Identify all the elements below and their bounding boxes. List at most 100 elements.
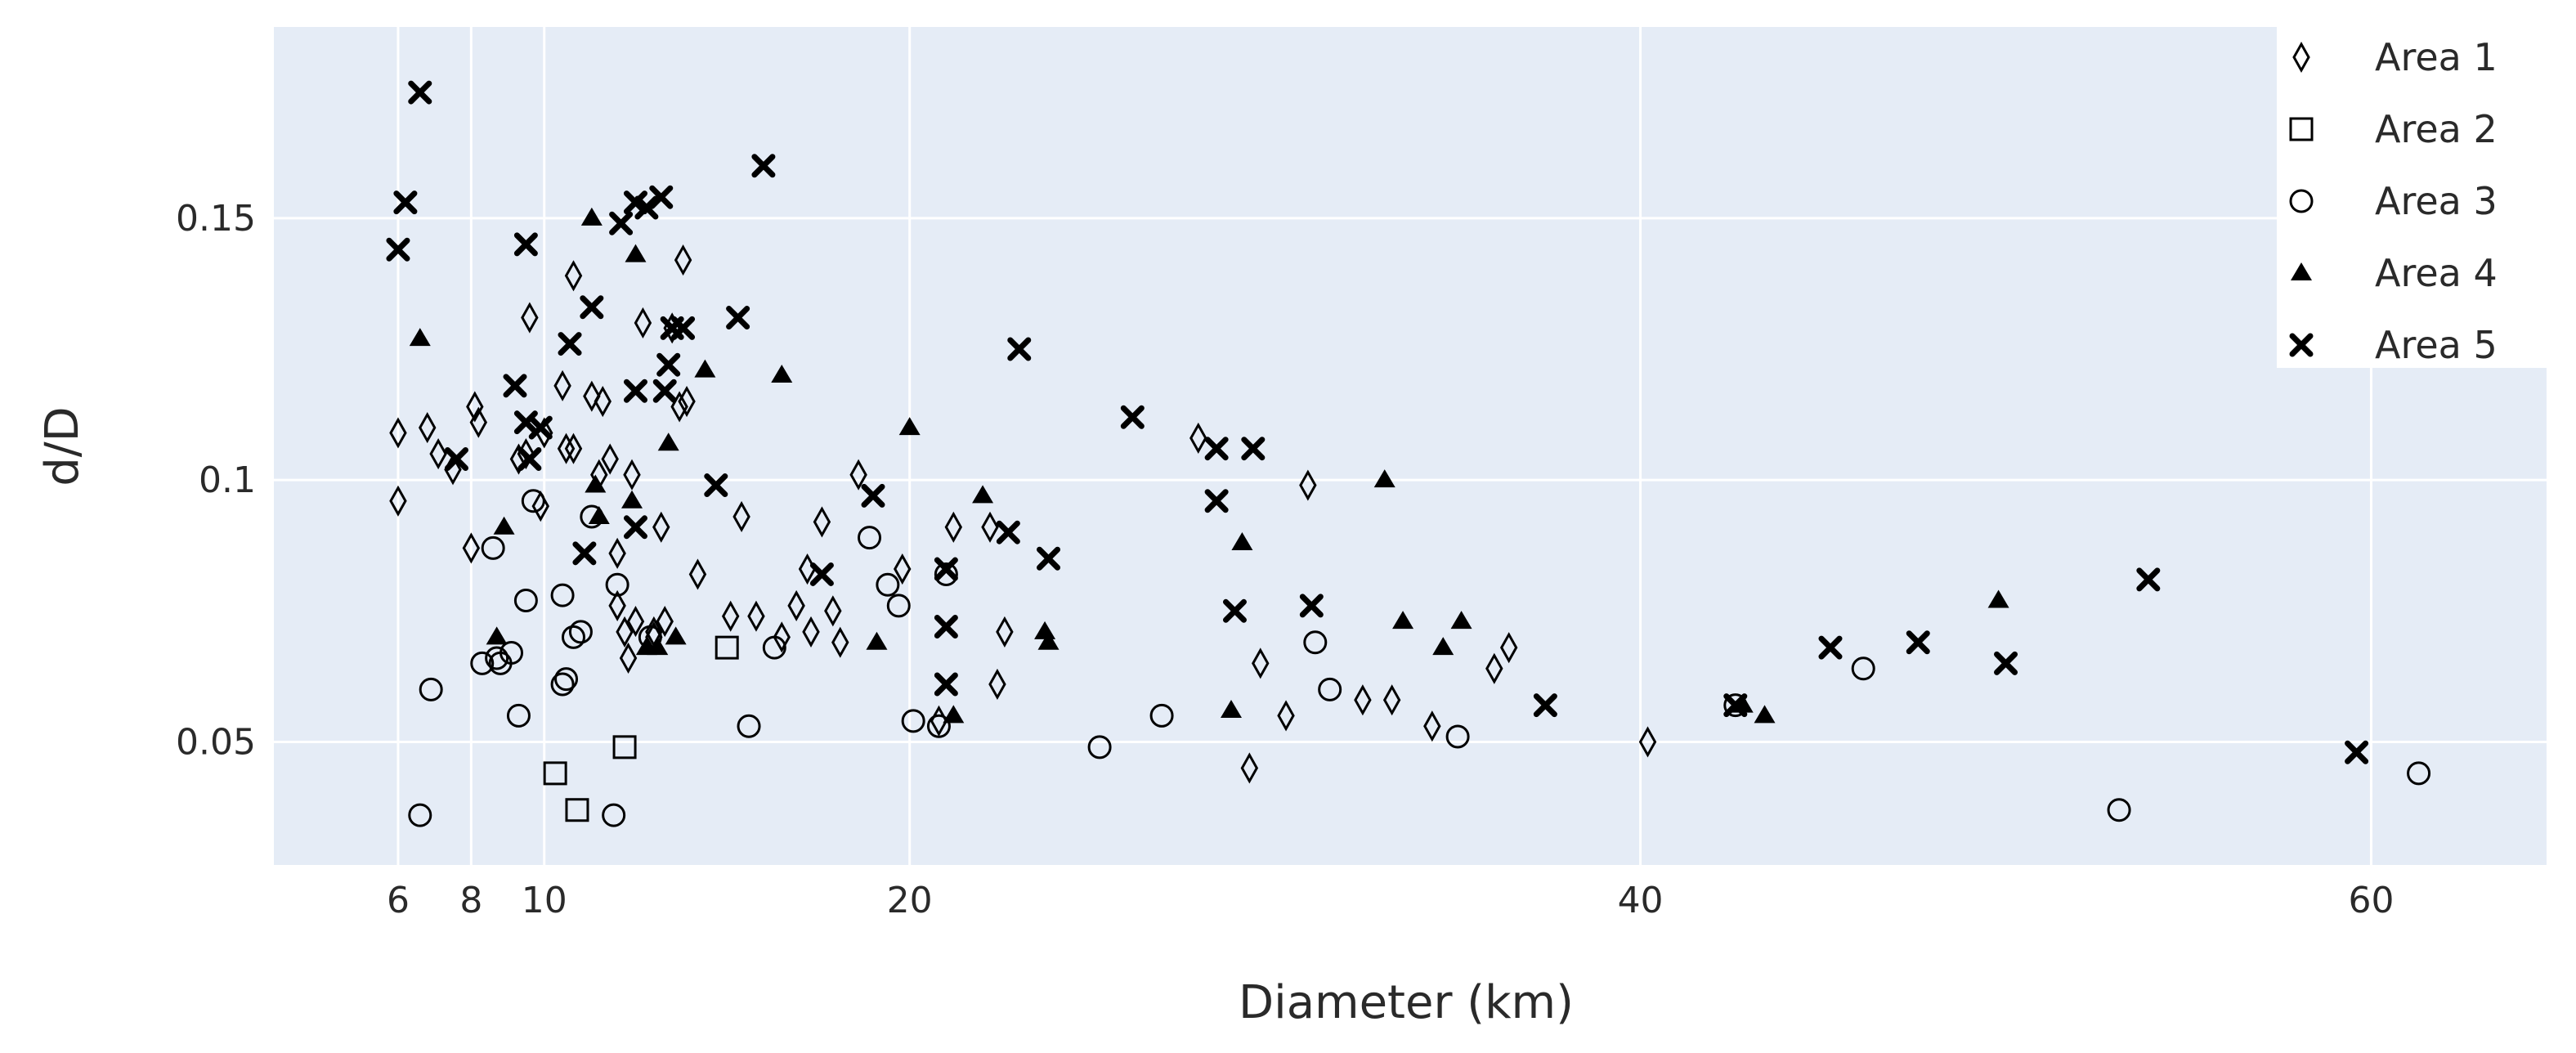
data-point xyxy=(732,500,750,533)
data-point xyxy=(737,714,761,738)
data-point xyxy=(1241,437,1266,461)
data-point xyxy=(608,537,626,569)
data-point xyxy=(580,207,603,226)
data-point xyxy=(528,415,553,440)
data-point xyxy=(2136,567,2161,592)
data-point xyxy=(1204,437,1229,461)
x-axis-ticks: 6 8 10 20 40 60 xyxy=(387,880,2395,921)
data-point xyxy=(517,447,542,472)
y-axis-title: d/D xyxy=(36,406,89,486)
data-point xyxy=(771,365,793,383)
data-point xyxy=(943,705,965,724)
y-tick-label: 0.05 xyxy=(176,721,256,763)
data-point xyxy=(393,190,418,215)
data-point xyxy=(634,195,659,220)
data-point xyxy=(1450,611,1472,630)
data-point xyxy=(608,589,626,621)
series-5 xyxy=(386,80,2369,764)
data-point xyxy=(623,459,641,491)
data-point xyxy=(809,562,834,586)
data-point xyxy=(550,583,575,607)
data-point xyxy=(503,374,527,398)
data-point xyxy=(469,406,488,438)
data-point xyxy=(1392,611,1414,630)
y-gridlines xyxy=(274,217,2547,743)
legend-item: Area 4 xyxy=(2291,251,2498,295)
plot-area xyxy=(274,27,2547,865)
data-point xyxy=(824,595,842,627)
data-point xyxy=(876,572,900,597)
data-point xyxy=(649,185,674,209)
data-point xyxy=(787,589,805,621)
x-axis-title: Diameter (km) xyxy=(1239,976,1574,1029)
data-point xyxy=(1120,405,1145,429)
data-point xyxy=(656,606,674,638)
data-point xyxy=(944,511,963,543)
data-point xyxy=(665,626,687,645)
data-point xyxy=(493,516,515,535)
data-point xyxy=(565,798,589,822)
data-point xyxy=(704,473,728,498)
data-point xyxy=(1007,337,1032,361)
data-point xyxy=(612,735,637,760)
data-point xyxy=(626,606,645,638)
data-point xyxy=(602,803,626,827)
data-point xyxy=(521,489,545,513)
data-point xyxy=(1222,598,1247,623)
legend-label: Area 2 xyxy=(2375,107,2498,151)
series-3 xyxy=(408,489,2431,827)
data-point xyxy=(1252,647,1270,679)
data-point xyxy=(1189,422,1207,454)
data-point xyxy=(619,642,638,674)
data-point xyxy=(557,432,576,464)
data-point xyxy=(751,154,776,178)
legend-marker-icon xyxy=(2289,189,2314,213)
data-point xyxy=(1037,546,1061,571)
data-point xyxy=(1499,632,1518,664)
data-point xyxy=(647,637,669,656)
legend-marker-icon xyxy=(2291,262,2312,280)
legend-item: Area 2 xyxy=(2289,107,2498,151)
data-point xyxy=(1277,700,1295,732)
data-point xyxy=(1432,637,1454,656)
data-point xyxy=(605,572,629,597)
data-point xyxy=(609,211,634,235)
data-point xyxy=(858,526,882,550)
data-point xyxy=(773,621,791,653)
data-point xyxy=(481,535,505,560)
data-point xyxy=(1318,677,1342,701)
data-point xyxy=(409,328,431,347)
legend: Area 1 Area 2 Area 3 Area 4 Area 5 xyxy=(2277,25,2551,368)
data-point xyxy=(1533,693,1557,718)
data-point xyxy=(543,761,567,786)
data-point xyxy=(1204,489,1229,513)
data-point xyxy=(561,625,585,649)
y-axis-ticks: 0.05 0.1 0.15 xyxy=(176,198,256,764)
legend-label: Area 4 xyxy=(2375,251,2498,295)
data-point xyxy=(1354,684,1372,716)
data-point xyxy=(657,432,679,451)
data-point xyxy=(1303,630,1328,655)
data-point xyxy=(1240,752,1259,784)
data-point xyxy=(1445,724,1470,749)
data-point xyxy=(671,316,696,340)
data-point xyxy=(389,417,407,449)
data-point xyxy=(678,385,696,418)
series-1 xyxy=(389,244,1657,784)
data-point xyxy=(408,803,432,827)
data-point xyxy=(762,635,786,660)
data-point xyxy=(572,541,597,566)
data-point xyxy=(444,447,468,472)
data-point xyxy=(898,417,921,436)
legend-marker-icon xyxy=(2289,117,2314,141)
data-point xyxy=(1754,705,1776,724)
data-point xyxy=(1723,693,1748,718)
legend-marker-icon xyxy=(2292,41,2310,74)
data-point xyxy=(652,511,670,543)
data-point xyxy=(981,511,999,543)
data-point xyxy=(634,307,652,339)
legend-label: Area 3 xyxy=(2375,179,2498,223)
data-point xyxy=(583,380,601,412)
data-point xyxy=(1220,700,1242,719)
